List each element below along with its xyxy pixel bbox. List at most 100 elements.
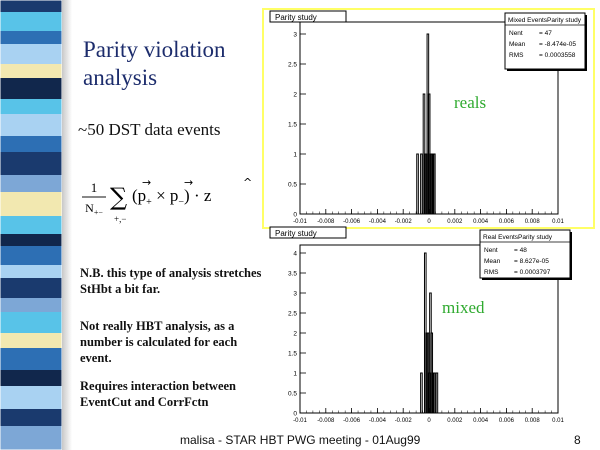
x-tick-label: -0.01: [293, 219, 307, 225]
vector-arrow-p2: →: [184, 176, 193, 189]
histogram-bin: [433, 153, 436, 215]
x-tick-label: 0.002: [447, 418, 463, 424]
stats-label: Mean: [484, 258, 501, 265]
y-tick-label: 2.5: [288, 311, 297, 318]
stripe-block: [0, 152, 62, 175]
y-tick-label: 3: [293, 32, 297, 39]
stripe-block: [0, 31, 62, 44]
histogram-bin: [416, 153, 419, 215]
histogram-bin: [433, 372, 436, 414]
panel-highlight-border: [262, 8, 595, 229]
stripe-block: [0, 0, 62, 12]
stats-value: = -8.474e-05: [539, 41, 576, 48]
unit-hat-z: ^: [243, 176, 252, 189]
x-tick-label: 0: [427, 418, 431, 424]
y-tick-label: 0: [293, 212, 297, 219]
y-tick-label: 1.5: [288, 122, 297, 129]
slide-title: Parity violation analysis: [83, 36, 225, 92]
y-tick-label: 2: [293, 331, 297, 338]
y-tick-label: 0.5: [288, 391, 297, 398]
stripe-block: [0, 386, 62, 409]
stripe-block: [0, 64, 62, 78]
mixed-histogram-panel: Parity study -0.01 -0.008 -0.006 -0.004 -0.00…: [269, 226, 572, 424]
vector-arrow-p1: →: [142, 176, 151, 189]
x-tick-label: 0.004: [473, 418, 489, 424]
stripe-block: [0, 44, 62, 64]
y-tick-label: 1.5: [288, 351, 297, 358]
histogram-bin: [420, 153, 423, 215]
sum-symbol: ∑: [110, 183, 127, 211]
stripe-block: [0, 348, 62, 370]
x-tick-label: 0.006: [499, 418, 515, 424]
note-analysis-scope: N.B. this type of analysis stretches StH…: [80, 266, 262, 296]
y-tick-label: 3.5: [288, 271, 297, 278]
formula-sum-subscript: +,−: [114, 214, 126, 224]
stats-title: Mixed EventsParity study: [508, 17, 582, 24]
stripe-block: [0, 370, 62, 386]
stats-label: Nent: [484, 247, 498, 254]
stripe-block: [0, 216, 62, 234]
x-tick-label: -0.006: [343, 418, 361, 424]
stats-title: Real EventsParity study: [483, 234, 553, 241]
page-number: 8: [574, 433, 581, 447]
stats-value: = 47: [539, 30, 552, 37]
decorative-stripe: [0, 0, 62, 450]
x-tick-label: 0.002: [447, 219, 463, 225]
stripe-block: [0, 278, 62, 298]
stats-label: RMS: [509, 52, 524, 59]
reals-histogram-panel: Parity study -0.01 -0.008 -0.006 -0.004 -0.00…: [262, 8, 595, 229]
stats-value: = 0.0003797: [514, 269, 551, 276]
note-interaction: Requires interaction between EventCut an…: [80, 379, 236, 409]
x-tick-label: 0.006: [499, 219, 515, 225]
stripe-shadow: [62, 0, 72, 450]
x-tick-label: 0.01: [552, 219, 564, 225]
y-tick-label: 4: [293, 251, 297, 258]
x-tick-label: 0: [427, 219, 431, 225]
x-tick-label: -0.004: [369, 219, 387, 225]
x-tick-label: 0.008: [525, 219, 541, 225]
y-tick-label: 1: [293, 152, 297, 159]
histogram-annotation: mixed: [442, 298, 485, 317]
slide-footer: malisa - STAR HBT PWG meeting - 01Aug99: [180, 433, 421, 447]
stats-value: = 8.627e-05: [514, 258, 549, 265]
x-tick-label: -0.004: [369, 418, 387, 424]
stripe-block: [0, 265, 62, 278]
y-tick-label: 0: [293, 411, 297, 418]
y-tick-label: 1: [293, 371, 297, 378]
parity-formula: 1 N+− ∑ +,− (p+ × p−) · z → → ^: [82, 176, 252, 224]
stripe-block: [0, 99, 62, 114]
histogram-tab-label: Parity study: [275, 229, 317, 238]
x-tick-label: -0.008: [317, 418, 335, 424]
formula-body: (p+ × p−) · z: [132, 186, 212, 208]
stripe-block: [0, 333, 62, 348]
stats-box: [504, 12, 586, 70]
stats-label: Mean: [509, 41, 526, 48]
formula-denominator: N+−: [85, 201, 103, 217]
stripe-block: [0, 246, 62, 265]
stripe-block: [0, 426, 62, 450]
stripe-block: [0, 114, 62, 136]
note-not-hbt: Not really HBT analysis, as a number is …: [80, 319, 238, 365]
x-tick-label: -0.01: [293, 418, 307, 424]
histogram-bin: [420, 372, 423, 414]
stripe-block: [0, 234, 62, 246]
title-line-1: Parity violation: [83, 37, 226, 62]
y-tick-label: 2: [293, 92, 297, 99]
stripe-block: [0, 12, 62, 31]
stats-value: = 0.0003558: [539, 52, 576, 59]
x-tick-label: 0.004: [473, 219, 489, 225]
x-tick-label: 0.01: [552, 418, 564, 424]
stripe-block: [0, 78, 62, 99]
stats-value: = 48: [514, 247, 527, 254]
stripe-block: [0, 298, 62, 312]
stripe-block: [0, 312, 62, 333]
stripe-block: [0, 175, 62, 192]
y-tick-label: 3: [293, 291, 297, 298]
x-tick-label: -0.008: [317, 219, 335, 225]
y-tick-label: 0.5: [288, 182, 297, 189]
stats-box: [479, 229, 571, 279]
stripe-block: [0, 136, 62, 152]
x-tick-label: -0.002: [395, 219, 413, 225]
event-count-text: ~50 DST data events: [78, 120, 221, 139]
histogram-bin: [435, 372, 439, 414]
